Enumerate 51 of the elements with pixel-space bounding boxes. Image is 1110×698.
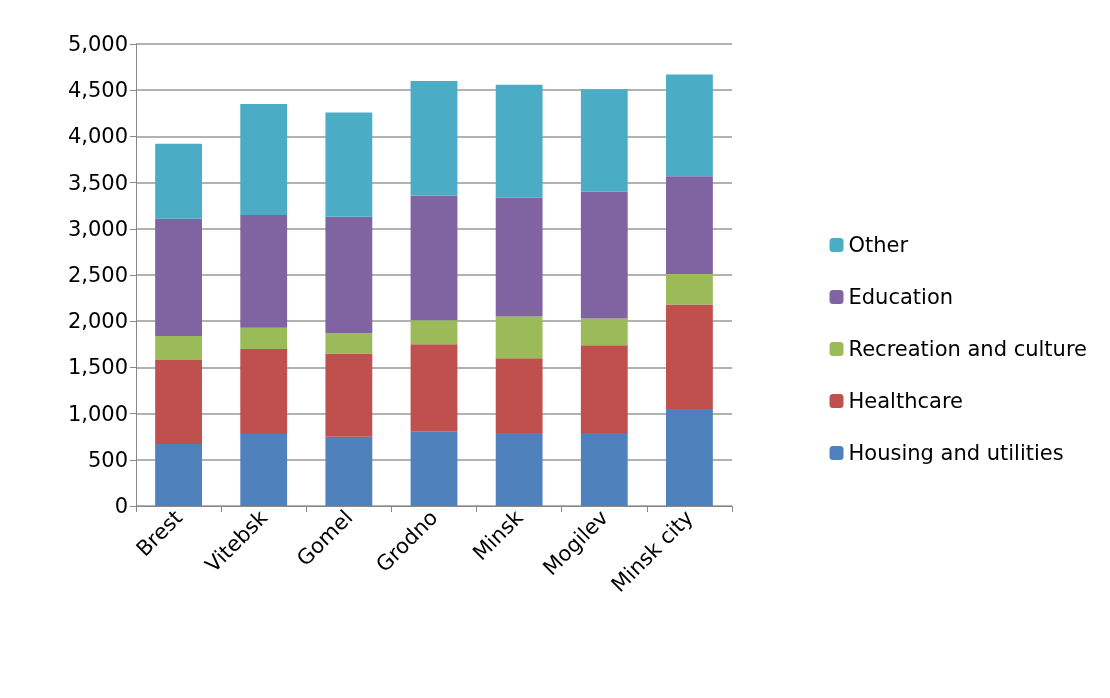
- bar: [580, 433, 628, 506]
- bar: [240, 348, 288, 434]
- bar: [580, 345, 628, 433]
- bar: [410, 320, 458, 345]
- bar: [410, 431, 458, 506]
- legend-label: Other: [848, 233, 909, 257]
- y-tick-label: 4,500: [67, 78, 128, 103]
- bar: [410, 195, 458, 321]
- bar: [666, 408, 713, 506]
- y-tick-label: 1,000: [67, 401, 128, 426]
- legend-label: Recreation and culture: [848, 337, 1088, 361]
- y-tick-label: 2,000: [67, 309, 128, 334]
- bar: [580, 89, 628, 192]
- y-tick-label: 5,000: [67, 32, 128, 56]
- bar: [580, 191, 628, 319]
- bar: [240, 433, 288, 506]
- bar: [240, 327, 288, 349]
- y-tick-label: 500: [87, 447, 128, 472]
- y-tick-label: 2,500: [67, 263, 128, 287]
- bar: [495, 316, 543, 359]
- bar: [410, 344, 458, 432]
- y-tick-label: 3,000: [67, 216, 128, 241]
- bar: [325, 353, 373, 437]
- y-tick-label: 0: [114, 494, 128, 518]
- bar: [495, 84, 543, 198]
- bar: [240, 214, 288, 328]
- bar: [325, 333, 373, 354]
- bar: [155, 218, 202, 336]
- legend-label: Housing and utilities: [848, 441, 1064, 465]
- y-tick-label: 1,500: [67, 355, 128, 380]
- bar: [410, 80, 458, 196]
- bar: [666, 74, 713, 177]
- bar: [240, 104, 288, 215]
- bar: [495, 197, 543, 317]
- bar: [666, 176, 713, 275]
- legend-label: Healthcare: [848, 389, 963, 413]
- bar: [495, 433, 543, 506]
- bar: [325, 216, 373, 334]
- bar: [495, 358, 543, 433]
- bar: [155, 444, 202, 506]
- bar: [666, 274, 713, 305]
- bar: [666, 304, 713, 409]
- bar: [580, 318, 628, 346]
- legend-label: Education: [848, 285, 954, 309]
- y-tick-label: 3,500: [67, 170, 128, 195]
- bar: [325, 112, 373, 217]
- y-tick-label: 4,000: [67, 124, 128, 149]
- bar: [325, 436, 373, 506]
- bar: [155, 143, 202, 219]
- bar: [155, 360, 202, 445]
- bar: [155, 335, 202, 361]
